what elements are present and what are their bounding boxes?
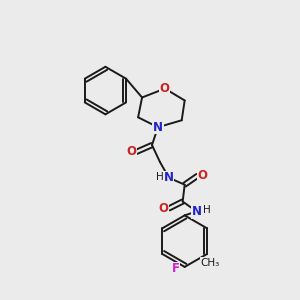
Text: N: N (192, 205, 202, 218)
Text: H: H (156, 172, 164, 182)
Text: O: O (197, 169, 208, 182)
Text: CH₃: CH₃ (200, 258, 220, 268)
Text: H: H (202, 206, 210, 215)
Text: O: O (159, 202, 169, 215)
Text: N: N (164, 171, 174, 184)
Text: N: N (153, 121, 163, 134)
Text: F: F (172, 262, 180, 275)
Text: O: O (126, 146, 136, 158)
Text: O: O (160, 82, 170, 95)
